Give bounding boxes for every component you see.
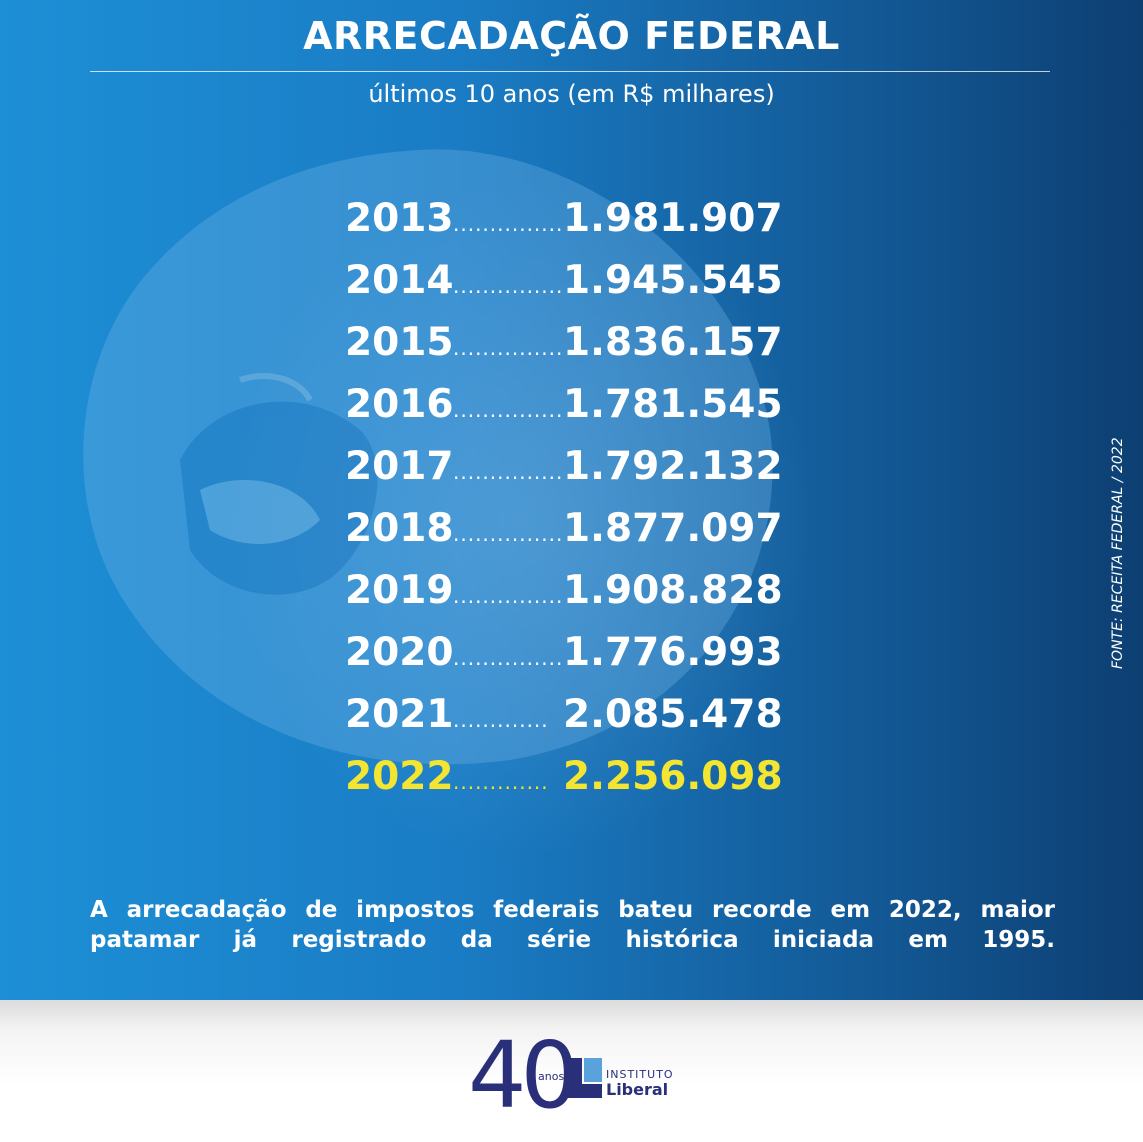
logo-anos-label: anos xyxy=(538,1070,565,1083)
logo-name-label: Liberal xyxy=(606,1080,669,1099)
row-year: 2021 xyxy=(345,692,454,737)
row-leader-dots: ............... xyxy=(453,212,563,236)
instituto-liberal-logo: 40 anos INSTITUTO Liberal xyxy=(468,1030,678,1130)
footnote-text: A arrecadação de impostos federais bateu… xyxy=(90,897,1055,953)
row-value: 1.945.545 xyxy=(563,258,783,303)
logo-mark-icon xyxy=(568,1058,602,1098)
row-value: 2.085.478 xyxy=(563,692,783,737)
table-row: 2017 ............... 1.792.132 xyxy=(345,444,795,506)
revenue-table: 2013 ............... 1.981.907 2014 ....… xyxy=(345,196,795,816)
title-divider xyxy=(90,71,1050,72)
row-year: 2017 xyxy=(345,444,454,489)
row-leader-dots: ............... xyxy=(453,522,563,546)
row-year: 2018 xyxy=(345,506,454,551)
row-leader-dots: ............... xyxy=(453,646,563,670)
logo-number: 40 xyxy=(468,1022,579,1129)
row-leader-dots: ............... xyxy=(453,398,563,422)
row-leader-dots: ............. xyxy=(453,770,549,794)
lion-background-image xyxy=(83,149,773,765)
row-year: 2014 xyxy=(345,258,454,303)
table-row: 2020 ............... 1.776.993 xyxy=(345,630,795,692)
table-row: 2013 ............... 1.981.907 xyxy=(345,196,795,258)
row-year: 2016 xyxy=(345,382,454,427)
row-leader-dots: ............... xyxy=(453,336,563,360)
row-value: 1.908.828 xyxy=(563,568,783,613)
row-value: 1.836.157 xyxy=(563,320,783,365)
main-panel: ARRECADAÇÃO FEDERAL últimos 10 anos (em … xyxy=(0,0,1143,1000)
logo-institute-label: INSTITUTO xyxy=(606,1068,674,1081)
table-row: 2018 ............... 1.877.097 xyxy=(345,506,795,568)
page-subtitle: últimos 10 anos (em R$ milhares) xyxy=(368,80,775,108)
row-value: 2.256.098 xyxy=(563,754,783,799)
row-leader-dots: ............. xyxy=(453,708,549,732)
table-row: 2014 ............... 1.945.545 xyxy=(345,258,795,320)
table-row: 2016 ............... 1.781.545 xyxy=(345,382,795,444)
row-year: 2013 xyxy=(345,196,454,241)
row-leader-dots: ............... xyxy=(453,584,563,608)
table-row: 2015 ............... 1.836.157 xyxy=(345,320,795,382)
page-title: ARRECADAÇÃO FEDERAL xyxy=(303,14,840,58)
row-year: 2015 xyxy=(345,320,454,365)
row-value: 1.781.545 xyxy=(563,382,783,427)
row-year: 2020 xyxy=(345,630,454,675)
row-leader-dots: ............... xyxy=(453,460,563,484)
row-value: 1.981.907 xyxy=(563,196,783,241)
row-year: 2019 xyxy=(345,568,454,613)
table-row: 2021 ............. 2.085.478 xyxy=(345,692,795,754)
row-year: 2022 xyxy=(345,754,454,799)
row-value: 1.776.993 xyxy=(563,630,783,675)
table-row-highlight: 2022 ............. 2.256.098 xyxy=(345,754,795,816)
row-leader-dots: ............... xyxy=(453,274,563,298)
table-row: 2019 ............... 1.908.828 xyxy=(345,568,795,630)
source-credit: FONTE: RECEITA FEDERAL / 2022 xyxy=(1110,437,1126,669)
row-value: 1.792.132 xyxy=(563,444,783,489)
row-value: 1.877.097 xyxy=(563,506,783,551)
